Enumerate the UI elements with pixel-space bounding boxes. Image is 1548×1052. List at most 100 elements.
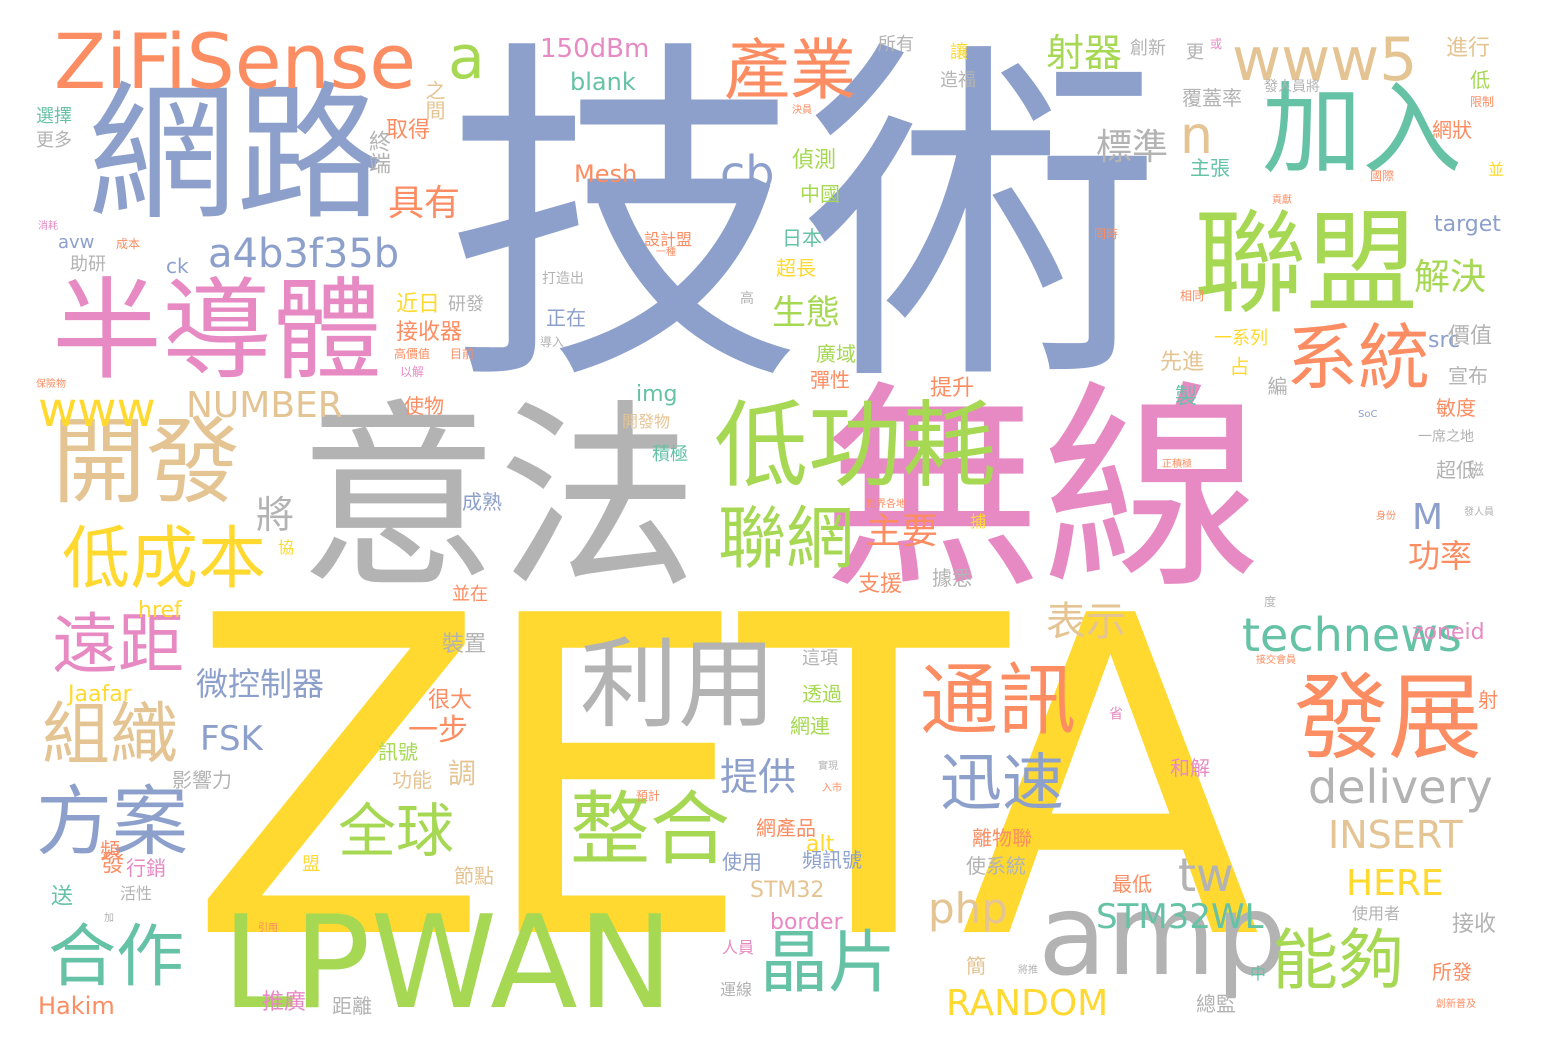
- word-riben: 日本: [782, 226, 822, 250]
- word-wanglian: 網連: [790, 714, 830, 738]
- word-delivery: delivery: [1308, 760, 1493, 814]
- word-zhichi: 支援: [858, 572, 903, 597]
- word-wangchanpin: 網產品: [756, 816, 816, 840]
- word-zhenghe: 整合: [570, 783, 730, 876]
- word-rang: 讓: [947, 42, 968, 60]
- word-gongneng: 功能: [392, 768, 432, 792]
- word-mulian: 目前: [450, 347, 475, 361]
- word-yixizhidi: 一席之地: [1418, 429, 1474, 445]
- word-xingxiao: 行銷: [126, 856, 166, 880]
- word-gengduo: 更多: [36, 130, 72, 151]
- word-pinxunhao: 頻訊號: [802, 848, 862, 872]
- word-wangzhuang: 網狀: [1432, 118, 1472, 142]
- word-gongxian: 貢獻: [1272, 195, 1292, 206]
- word-huo: 或: [1210, 37, 1223, 51]
- word-jiji: 積極: [652, 444, 688, 465]
- word-a4b3f35b: a4b3f35b: [208, 231, 400, 277]
- word-jiejue: 解決: [1414, 257, 1487, 298]
- word-stm32: STM32: [750, 878, 825, 903]
- word-jiaohuihuiyuan: 接交會員: [1256, 655, 1296, 666]
- word-zhuangzhi: 裝置: [442, 632, 487, 657]
- word-yuji: 預計: [636, 789, 661, 803]
- word-yunxian: 運線: [720, 980, 753, 999]
- word-yanfa: 研發: [448, 294, 484, 315]
- word-href: href: [138, 598, 182, 623]
- word-chaodi: 超低: [1436, 458, 1476, 482]
- word-chuangxin: 創新: [1130, 38, 1166, 59]
- word-wanglu: 網路: [88, 68, 384, 240]
- word-tigong: 提供: [720, 755, 797, 799]
- word-ck: ck: [166, 254, 189, 278]
- word-chengshu: 成熟: [462, 490, 502, 514]
- word-jiaru: 加入: [1262, 71, 1462, 188]
- word-gao: 高: [740, 291, 754, 307]
- word-zifisense: ZiFiSense: [54, 17, 417, 106]
- word-xianjin: 先進: [1160, 350, 1205, 375]
- word-wuxian: 無線: [822, 362, 1263, 618]
- word-number: NUMBER: [186, 385, 343, 426]
- word-guoji: 國際: [1370, 169, 1395, 183]
- word-daozaochu: 打造出: [542, 271, 584, 287]
- word-sheng: 省: [1107, 706, 1123, 720]
- word-yingxiangli: 影響力: [172, 768, 232, 792]
- word-here: HERE: [1346, 863, 1444, 904]
- word-blank: blank: [570, 68, 636, 96]
- word-bing: 並: [1488, 160, 1505, 179]
- word-a: a: [448, 23, 485, 93]
- word-zhongguo: 中國: [800, 182, 840, 206]
- word-fu: 捕: [970, 512, 987, 531]
- word-hezuo: 合作: [48, 918, 185, 997]
- word-hakim: Hakim: [38, 992, 115, 1020]
- word-tuiguang: 推廣: [262, 990, 307, 1015]
- word-avw: avw: [58, 232, 95, 253]
- word-faren: 發人員: [1464, 507, 1494, 518]
- word-kaifawu: 開發物: [622, 412, 671, 431]
- word-150dbm: 150dBm: [540, 34, 650, 64]
- word-juli: 距離: [332, 994, 372, 1018]
- word-zhong: 中: [1250, 964, 1267, 983]
- word-random: RANDOM: [946, 983, 1109, 1024]
- word-suoyou: 所有: [878, 34, 914, 55]
- word-fangan: 方案: [36, 777, 188, 866]
- word-zhuzhang: 主張: [1190, 156, 1230, 180]
- word-img: img: [636, 382, 678, 407]
- word-liwulian: 離物聯: [972, 826, 1032, 850]
- word-tongshi: 同時: [1094, 227, 1119, 241]
- word-n: n: [1180, 106, 1213, 166]
- word-bian: 編: [1264, 376, 1288, 396]
- word-jieshou: 接收: [1452, 912, 1497, 937]
- word-jingpian: 晶片: [760, 924, 897, 1003]
- word-yixilie: 一系列: [1214, 328, 1268, 349]
- word-fazhan: 發展: [1294, 664, 1483, 773]
- word-zoneid: zoneid: [1412, 620, 1485, 645]
- word-farenyuanjiang: 發人員將: [1264, 79, 1320, 95]
- word-shiyong: 使用: [722, 850, 762, 874]
- word-renyuan: 人員: [722, 938, 755, 957]
- word-bandaoti: 半導體: [52, 267, 382, 395]
- word-digonghao: 低功耗: [714, 392, 997, 501]
- word-zongjian: 總監: [1196, 992, 1236, 1016]
- word-gaojiazhi: 高價值: [394, 347, 431, 361]
- word-lianmeng: 聯盟: [1194, 199, 1418, 329]
- word-jiedian: 節點: [454, 864, 494, 888]
- word-diao: 調: [448, 757, 477, 790]
- word-jiazhi: 價值: [1448, 324, 1493, 349]
- word-daoru: 導入: [540, 335, 565, 349]
- word-insert: INSERT: [1328, 813, 1463, 857]
- word-sheqi: 射器: [1046, 31, 1123, 75]
- word-xianzhi: 限制: [1470, 95, 1495, 109]
- word-tanxing: 彈性: [810, 368, 850, 392]
- word-xuanbu: 宣布: [1448, 364, 1488, 388]
- word-mesh: Mesh: [574, 160, 638, 188]
- word-zhi: 製: [1171, 384, 1196, 406]
- word-fugailv: 覆蓋率: [1182, 86, 1242, 110]
- word-lpwan: LPWAN: [222, 889, 674, 1038]
- word-geng: 更: [1183, 42, 1204, 60]
- word-zhongduan: 終端: [365, 130, 390, 174]
- word-shijiegedi: 世界各地: [866, 499, 906, 510]
- word-qude: 取得: [386, 118, 431, 143]
- word-soc: SoC: [1358, 409, 1378, 420]
- word-stm32wl: STM32WL: [1096, 897, 1264, 937]
- word-xunsu: 迅速: [940, 746, 1065, 819]
